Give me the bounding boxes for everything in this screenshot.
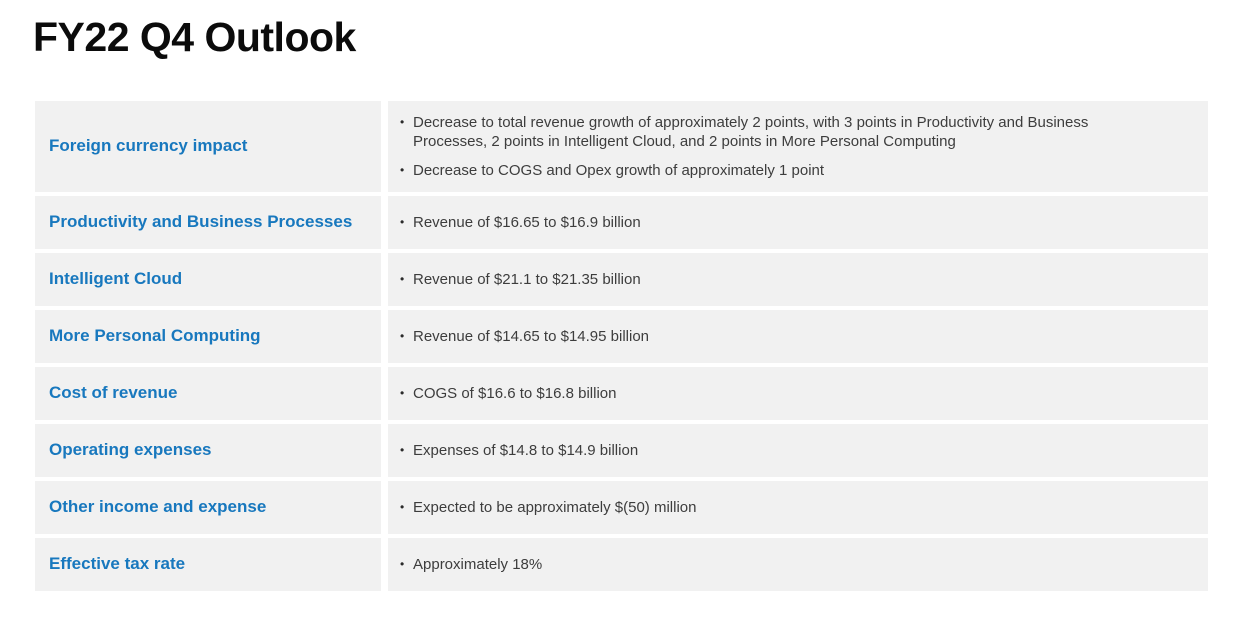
- row-detail-cell: • Revenue of $21.1 to $21.35 billion: [388, 253, 1208, 306]
- bullet-item: • Revenue of $21.1 to $21.35 billion: [400, 270, 1148, 289]
- bullet-item: • Approximately 18%: [400, 555, 1148, 574]
- bullet-text: Revenue of $16.65 to $16.9 billion: [413, 214, 641, 231]
- table-row: Cost of revenue • COGS of $16.6 to $16.8 …: [35, 367, 1208, 420]
- outlook-slide: FY22 Q4 Outlook Foreign currency impact …: [0, 14, 1242, 617]
- row-label: Foreign currency impact: [49, 136, 248, 156]
- row-bullets: • Expenses of $14.8 to $14.9 billion: [400, 441, 1148, 460]
- row-label-cell: Foreign currency impact: [35, 101, 381, 192]
- bullet-marker-icon: •: [400, 272, 405, 286]
- bullet-marker-icon: •: [400, 386, 405, 400]
- bullet-marker-icon: •: [400, 443, 405, 457]
- table-row: Productivity and Business Processes • Rev…: [35, 196, 1208, 249]
- bullet-item: • Expenses of $14.8 to $14.9 billion: [400, 441, 1148, 460]
- row-label: Other income and expense: [49, 497, 267, 517]
- bullet-text: Decrease to total revenue growth of appr…: [413, 114, 1089, 150]
- row-detail-cell: • COGS of $16.6 to $16.8 billion: [388, 367, 1208, 420]
- row-label-cell: Cost of revenue: [35, 367, 381, 420]
- row-bullets: • Approximately 18%: [400, 555, 1148, 574]
- bullet-marker-icon: •: [400, 500, 405, 514]
- table-row: Operating expenses • Expenses of $14.8 to…: [35, 424, 1208, 477]
- row-detail-cell: • Approximately 18%: [388, 538, 1208, 591]
- row-label-cell: Intelligent Cloud: [35, 253, 381, 306]
- row-bullets: • Revenue of $21.1 to $21.35 billion: [400, 270, 1148, 289]
- bullet-item: • Revenue of $16.65 to $16.9 billion: [400, 213, 1148, 232]
- outlook-table: Foreign currency impact • Decrease to tot…: [35, 101, 1208, 591]
- bullet-item: • Revenue of $14.65 to $14.95 billion: [400, 327, 1148, 346]
- row-bullets: • Decrease to total revenue growth of app…: [400, 113, 1148, 180]
- row-bullets: • Revenue of $14.65 to $14.95 billion: [400, 327, 1148, 346]
- bullet-text: Approximately 18%: [413, 556, 543, 573]
- row-bullets: • Expected to be approximately $(50) mill…: [400, 498, 1148, 517]
- bullet-text: Decrease to COGS and Opex growth of appr…: [413, 162, 825, 179]
- bullet-item: • Expected to be approximately $(50) mill…: [400, 498, 1148, 517]
- bullet-item: • Decrease to COGS and Opex growth of app…: [400, 161, 1148, 180]
- bullet-marker-icon: •: [400, 215, 405, 229]
- row-detail-cell: • Revenue of $16.65 to $16.9 billion: [388, 196, 1208, 249]
- row-detail-cell: • Expected to be approximately $(50) mill…: [388, 481, 1208, 534]
- row-label-cell: More Personal Computing: [35, 310, 381, 363]
- row-label: Intelligent Cloud: [49, 269, 183, 289]
- bullet-text: Expenses of $14.8 to $14.9 billion: [413, 442, 639, 459]
- table-row: Other income and expense • Expected to be…: [35, 481, 1208, 534]
- row-label-cell: Productivity and Business Processes: [35, 196, 381, 249]
- row-label-cell: Other income and expense: [35, 481, 381, 534]
- row-detail-cell: • Revenue of $14.65 to $14.95 billion: [388, 310, 1208, 363]
- row-label: More Personal Computing: [49, 326, 261, 346]
- table-row: More Personal Computing • Revenue of $14.…: [35, 310, 1208, 363]
- row-label: Productivity and Business Processes: [49, 212, 353, 232]
- table-row: Intelligent Cloud • Revenue of $21.1 to $…: [35, 253, 1208, 306]
- row-label: Effective tax rate: [49, 554, 186, 574]
- row-label-cell: Operating expenses: [35, 424, 381, 477]
- row-label-cell: Effective tax rate: [35, 538, 381, 591]
- bullet-marker-icon: •: [400, 163, 405, 177]
- row-bullets: • Revenue of $16.65 to $16.9 billion: [400, 213, 1148, 232]
- row-bullets: • COGS of $16.6 to $16.8 billion: [400, 384, 1148, 403]
- table-row: Effective tax rate • Approximately 18%: [35, 538, 1208, 591]
- table-row: Foreign currency impact • Decrease to tot…: [35, 101, 1208, 192]
- bullet-text: Revenue of $21.1 to $21.35 billion: [413, 271, 641, 288]
- bullet-marker-icon: •: [400, 557, 405, 571]
- bullet-text: COGS of $16.6 to $16.8 billion: [413, 385, 617, 402]
- bullet-text: Expected to be approximately $(50) milli…: [413, 499, 697, 516]
- bullet-item: • COGS of $16.6 to $16.8 billion: [400, 384, 1148, 403]
- row-label: Cost of revenue: [49, 383, 178, 403]
- row-label: Operating expenses: [49, 440, 212, 460]
- page-title: FY22 Q4 Outlook: [33, 14, 356, 60]
- bullet-item: • Decrease to total revenue growth of app…: [400, 113, 1148, 151]
- bullet-text: Revenue of $14.65 to $14.95 billion: [413, 328, 650, 345]
- row-detail-cell: • Expenses of $14.8 to $14.9 billion: [388, 424, 1208, 477]
- bullet-marker-icon: •: [400, 329, 405, 343]
- row-detail-cell: • Decrease to total revenue growth of app…: [388, 101, 1208, 192]
- bullet-marker-icon: •: [400, 115, 405, 129]
